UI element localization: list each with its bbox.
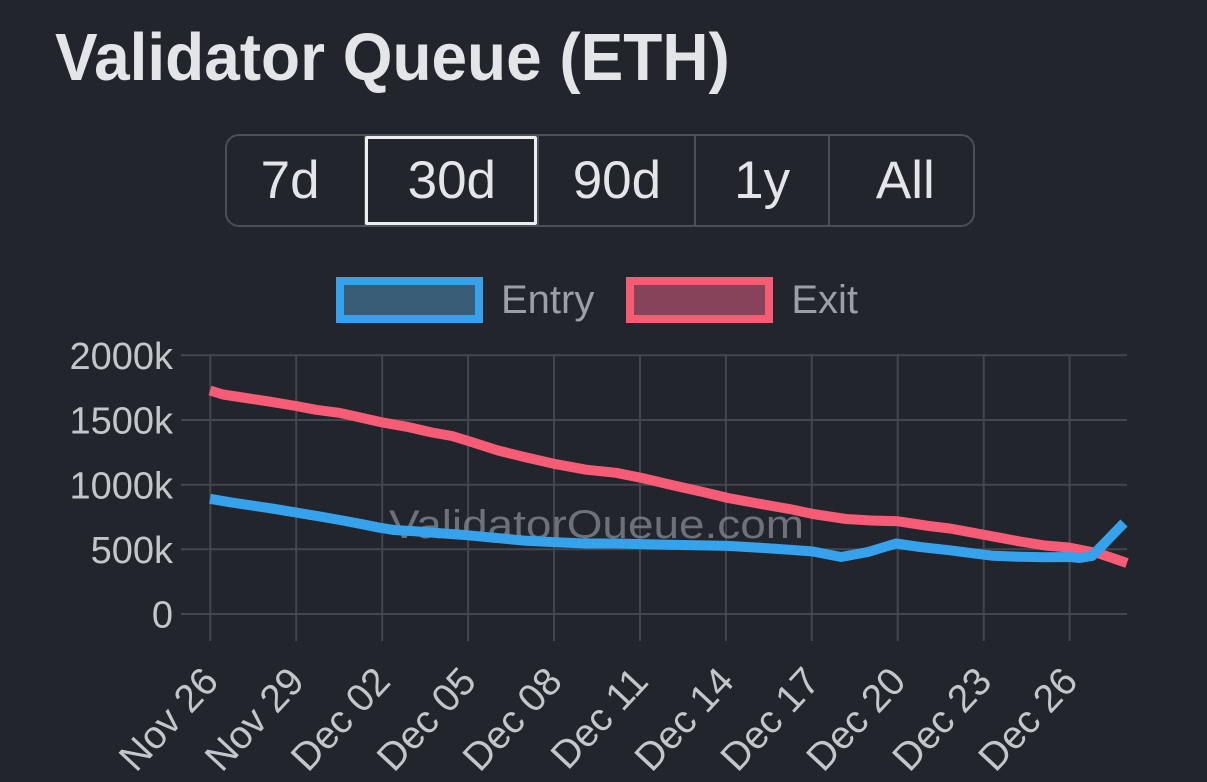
svg-text:1000k: 1000k xyxy=(69,465,174,507)
svg-text:2000k: 2000k xyxy=(69,336,174,378)
svg-text:500k: 500k xyxy=(91,530,174,572)
svg-text:1500k: 1500k xyxy=(69,401,174,443)
svg-text:0: 0 xyxy=(152,595,173,637)
